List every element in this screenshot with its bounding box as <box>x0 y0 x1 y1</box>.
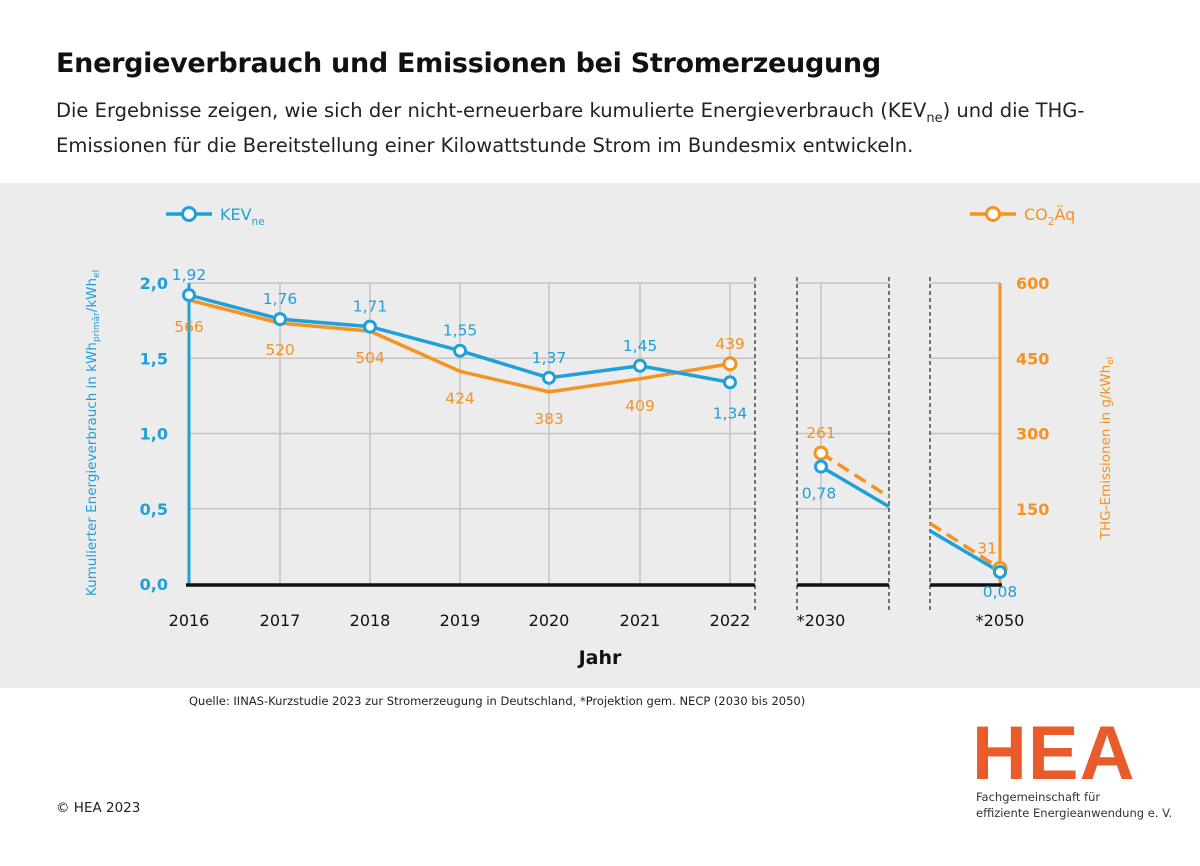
source-note: Quelle: IINAS-Kurzstudie 2023 zur Strome… <box>189 694 806 708</box>
co2-data-label: 383 <box>534 410 564 428</box>
tagline-line-2: effiziente Energieanwendung e. V. <box>976 806 1173 820</box>
left-tick-label: 1,0 <box>140 425 168 444</box>
kev-projection-line <box>820 465 890 509</box>
copyright: © HEA 2023 <box>56 800 141 816</box>
left-axis-title: Kumulierter Energieverbrauch in kWhprimä… <box>84 270 102 596</box>
subtitle-text-1: Die Ergebnisse zeigen, wie sich der nich… <box>56 99 927 122</box>
kev-point <box>814 459 828 474</box>
kev-point <box>993 564 1007 579</box>
x-tick-label: 2016 <box>169 611 210 630</box>
co2-data-label: 520 <box>265 341 295 359</box>
left-tick-label: 0,5 <box>140 500 168 519</box>
x-tick-label: *2030 <box>797 611 846 630</box>
co2-data-label: 261 <box>806 424 836 442</box>
legend-kev-label: KEVne <box>220 205 265 228</box>
subtitle-subscript: ne <box>926 110 943 126</box>
right-tick-label: 450 <box>1016 349 1049 368</box>
kev-point <box>723 375 737 390</box>
series-lines <box>182 288 1008 579</box>
logo-tagline: Fachgemeinschaft für effiziente Energiea… <box>976 789 1172 821</box>
page-subtitle: Die Ergebnisse zeigen, wie sich der nich… <box>56 97 1166 159</box>
kev-data-label: 1,37 <box>532 349 567 367</box>
x-tick-label: 2022 <box>710 611 751 630</box>
x-tick-label: *2050 <box>976 611 1025 630</box>
kev-point <box>633 358 647 373</box>
right-tick-label: 150 <box>1016 500 1049 519</box>
legend-co2-label: CO2Äq <box>1024 205 1075 228</box>
kev-point <box>453 343 467 358</box>
x-tick-label: 2018 <box>350 611 391 630</box>
co2-data-label: 409 <box>625 397 655 415</box>
page-title: Energieverbrauch und Emissionen bei Stro… <box>56 48 881 79</box>
kev-point <box>273 312 287 327</box>
kev-data-label: 1,45 <box>623 337 658 355</box>
hea-logo: HEA <box>972 711 1136 796</box>
kev-projection-line <box>929 529 1001 574</box>
legend-co2-marker <box>985 206 1001 222</box>
right-tick-label: 300 <box>1016 425 1049 444</box>
axes: 0,0 0,5 1,0 1,5 2,0 150 300 450 600 2016 2017 2018 2… <box>84 270 1116 669</box>
co2-projection-line <box>820 451 890 499</box>
co2-point <box>722 356 738 372</box>
co2-data-label: 31 <box>977 539 997 557</box>
right-axis-title: THG-Emissionen in g/kWhel <box>1098 357 1116 540</box>
legend-kev-marker <box>181 206 197 222</box>
tagline-line-1: Fachgemeinschaft für <box>976 790 1101 804</box>
kev-point <box>542 370 556 385</box>
kev-data-label: 1,71 <box>353 298 388 316</box>
co2-point <box>813 445 829 461</box>
kev-data-label: 1,92 <box>172 266 207 284</box>
left-tick-label: 2,0 <box>140 274 168 293</box>
co2-data-label: 439 <box>715 335 745 353</box>
co2-data-label: 504 <box>355 349 385 367</box>
kev-point <box>182 288 196 303</box>
co2-data-label: 566 <box>174 318 204 336</box>
subtitle-text-2: ) und die THG-Emissionen für die Bereits… <box>56 99 1085 157</box>
kev-data-label: 0,08 <box>983 583 1018 601</box>
grid-lines <box>189 277 1000 613</box>
x-tick-label: 2020 <box>529 611 570 630</box>
chart-labels: 1,92 1,76 1,71 1,55 1,37 1,45 1,34 0,78 0,08 566 5… <box>172 266 1018 601</box>
chart-panel: 0,0 0,5 1,0 1,5 2,0 150 300 450 600 2016 2017 2018 2… <box>0 183 1200 688</box>
co2-data-label: 424 <box>445 389 475 407</box>
left-tick-label: 1,5 <box>140 349 168 368</box>
right-tick-label: 600 <box>1016 274 1049 293</box>
co2-projection-line <box>929 521 1001 570</box>
kev-data-label: 1,34 <box>713 404 748 422</box>
x-tick-label: 2021 <box>620 611 661 630</box>
kev-data-label: 1,76 <box>263 290 298 308</box>
kev-data-label: 1,55 <box>443 322 478 340</box>
x-tick-label: 2017 <box>260 611 301 630</box>
kev-point <box>363 319 377 334</box>
line-chart: 0,0 0,5 1,0 1,5 2,0 150 300 450 600 2016 2017 2018 2… <box>84 205 1116 669</box>
legend: KEVne CO2Äq <box>166 205 1075 228</box>
left-tick-label: 0,0 <box>140 575 168 594</box>
kev-data-label: 0,78 <box>802 485 837 503</box>
x-axis-title: Jahr <box>577 647 622 669</box>
x-tick-label: 2019 <box>440 611 481 630</box>
